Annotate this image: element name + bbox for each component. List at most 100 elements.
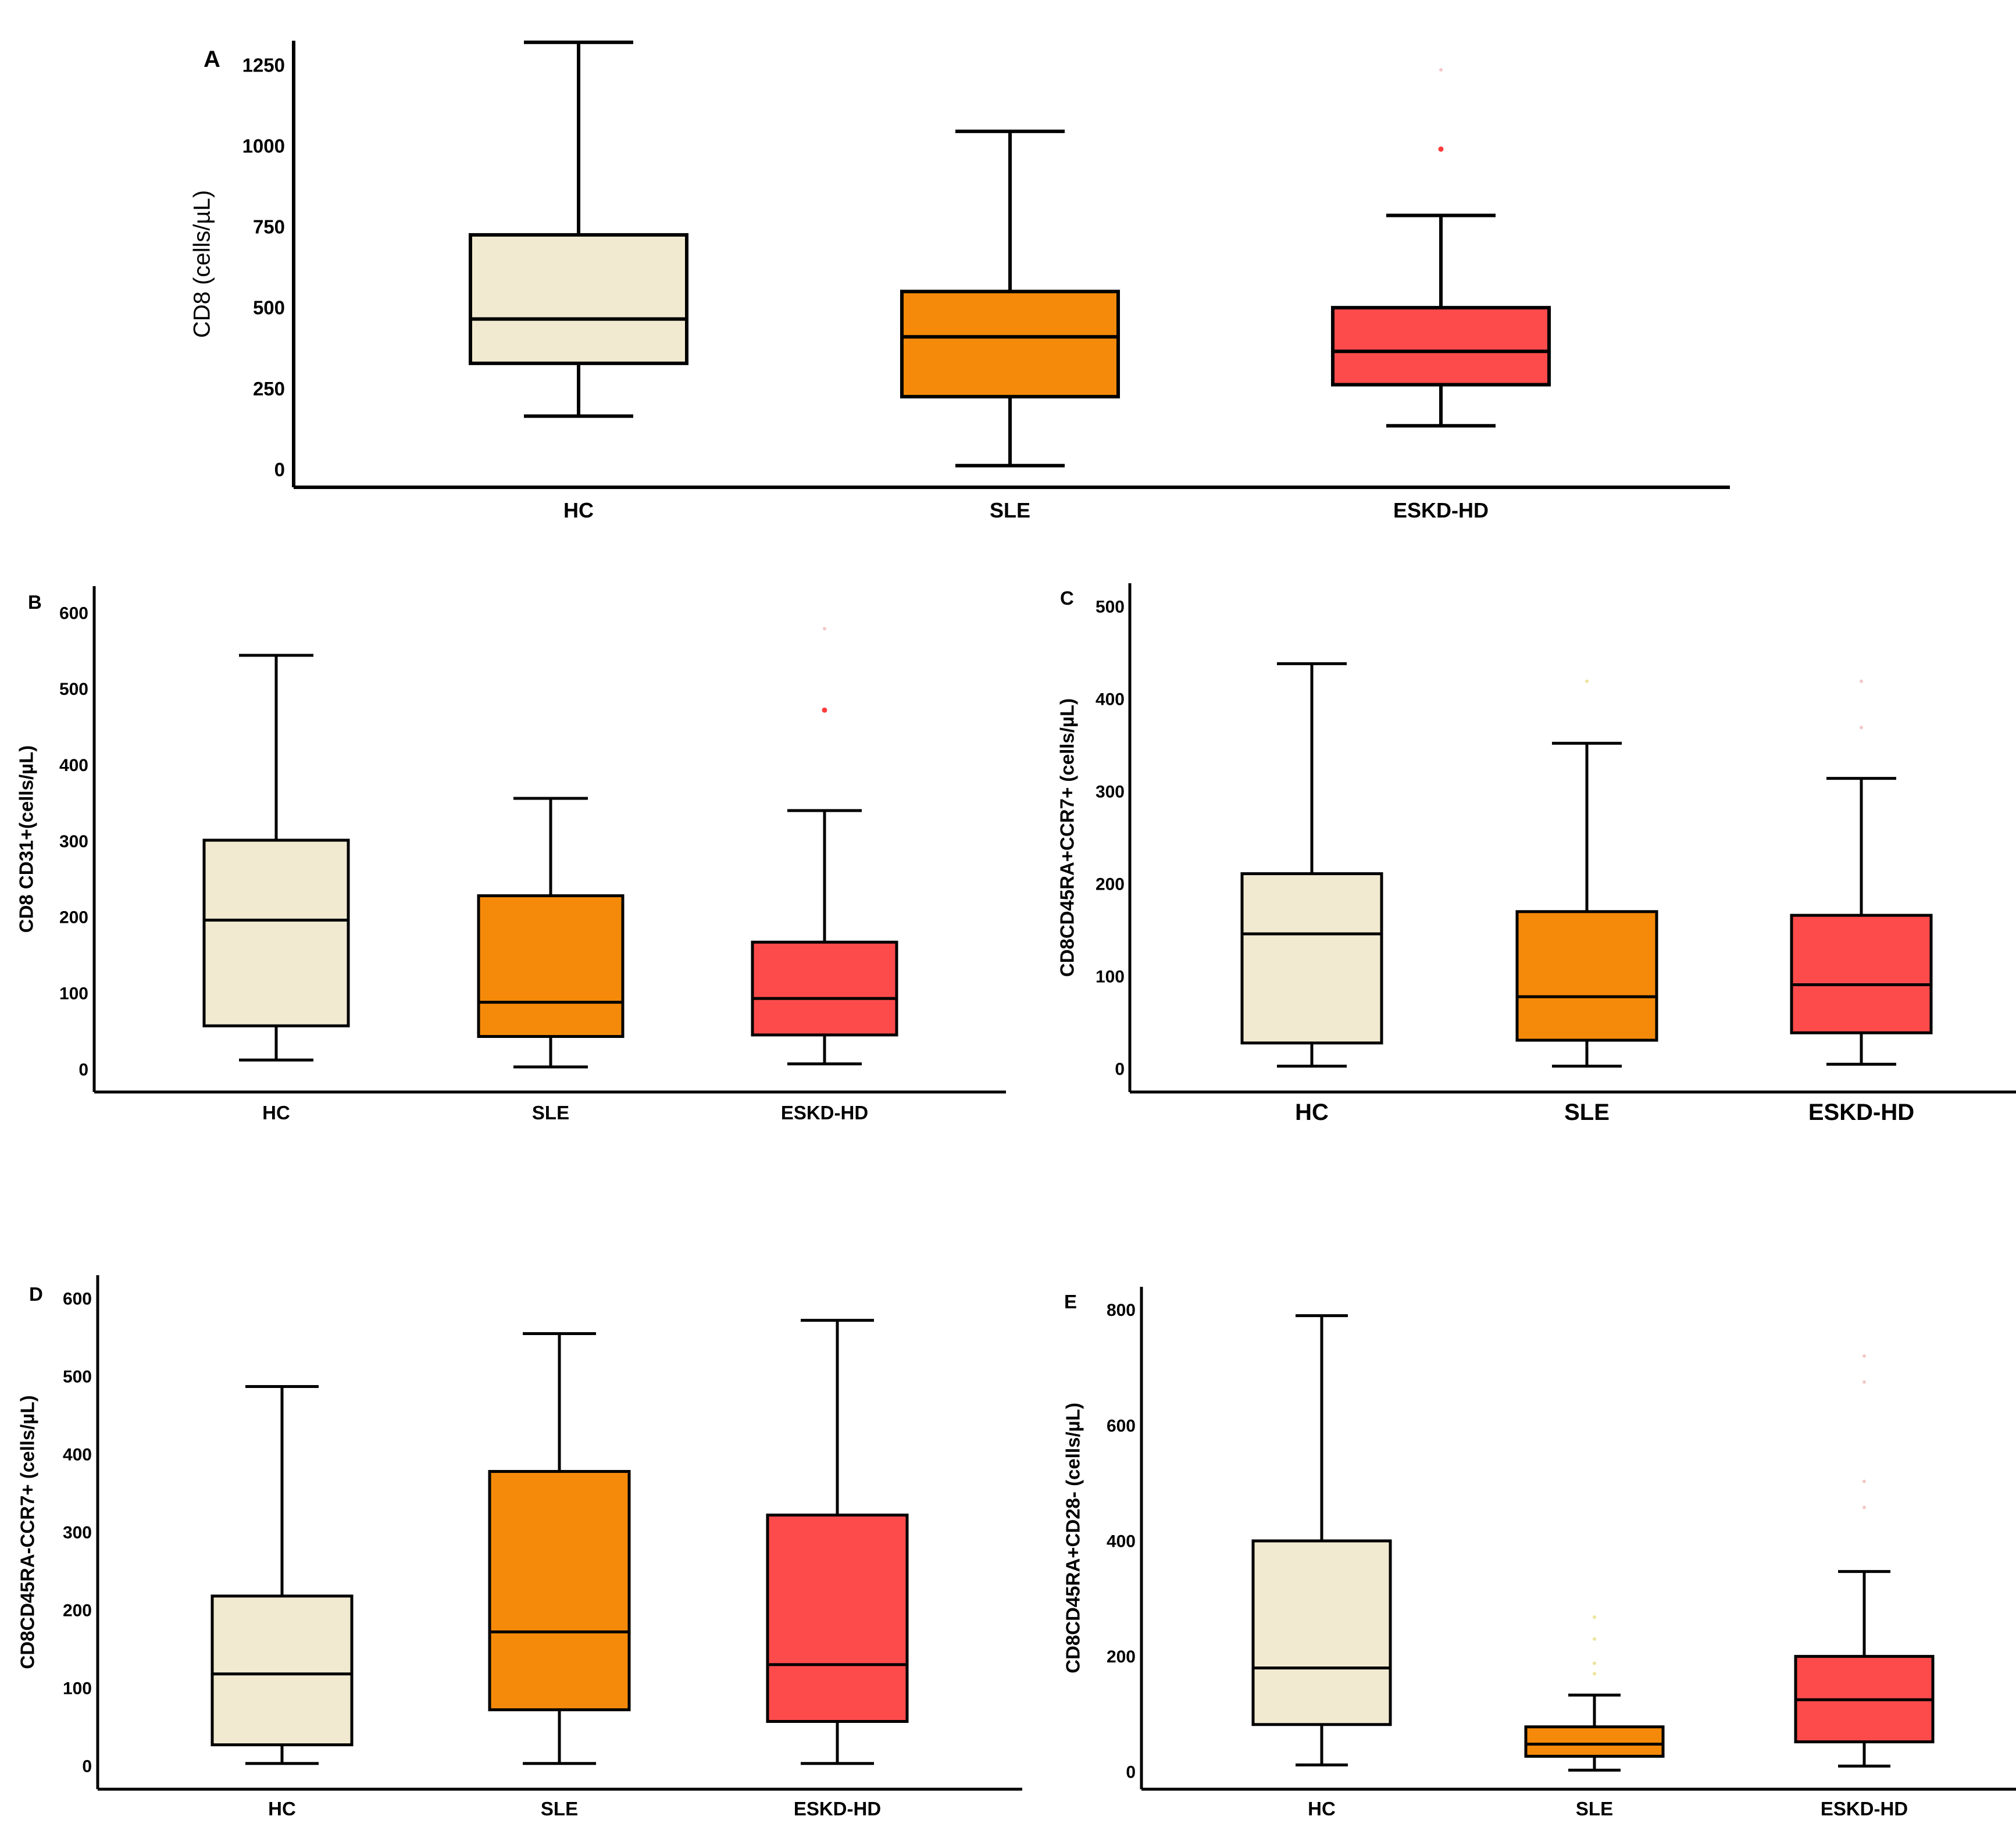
y-tick-label: 600 xyxy=(1107,1416,1136,1436)
iqr-box xyxy=(1240,872,1383,1045)
y-axis-title: CD8CD45RA-CCR7+ (cells/µL) xyxy=(17,1395,38,1669)
box-hc xyxy=(202,654,350,1062)
panel-b: B 0 100 200 300 400 500 600 CD8 CD31+(cells/µL) H… xyxy=(16,586,1006,1123)
box-eskd-hd xyxy=(1790,777,1933,1066)
outlier-point xyxy=(822,707,827,713)
box-sle xyxy=(1515,741,1658,1068)
outlier-point xyxy=(1862,1380,1866,1384)
outlier-point xyxy=(1439,68,1443,72)
x-tick-label: ESKD-HD xyxy=(1808,1100,1914,1125)
y-tick-label: 400 xyxy=(63,1446,92,1465)
box-sle xyxy=(488,1332,631,1765)
y-tick-label: 200 xyxy=(1107,1647,1136,1667)
y-tick-label: 300 xyxy=(63,1523,92,1543)
box-hc xyxy=(1251,1314,1392,1767)
y-tick-label: 600 xyxy=(63,1290,92,1309)
y-tick-label: 500 xyxy=(1096,597,1125,616)
outlier-point xyxy=(1593,1615,1596,1619)
x-tick-label: ESKD-HD xyxy=(1393,498,1489,522)
y-tick-label: 800 xyxy=(1107,1301,1136,1320)
panel-d: D 0 100 200 300 400 500 600 CD8CD45RA-CCR7+ (cel… xyxy=(17,1275,1022,1819)
x-tick-label: ESKD-HD xyxy=(1821,1798,1908,1819)
iqr-box xyxy=(477,894,625,1038)
panel-label: E xyxy=(1064,1291,1077,1312)
outlier-point xyxy=(1860,726,1863,730)
outlier-point xyxy=(1438,146,1444,152)
y-axis-title: CD8CD45RA+CD28- (cells/µL) xyxy=(1062,1403,1084,1673)
y-tick-label: 1250 xyxy=(242,54,285,76)
box-eskd-hd xyxy=(1794,1570,1935,1768)
box-hc xyxy=(1240,662,1383,1068)
panel-e: E 0 200 400 600 800 CD8CD45RA+CD28- (cells/µL)… xyxy=(1062,1287,2016,1819)
box-eskd-hd xyxy=(766,1319,909,1765)
iqr-box xyxy=(202,838,350,1027)
iqr-box xyxy=(1251,1539,1392,1726)
y-tick-label: 100 xyxy=(1096,968,1125,987)
box-sle xyxy=(900,129,1120,468)
y-tick-label: 500 xyxy=(253,297,285,319)
outlier-point xyxy=(1862,1354,1866,1358)
x-tick-label: HC xyxy=(268,1798,296,1819)
y-tick-label: 100 xyxy=(59,984,88,1003)
iqr-box xyxy=(751,940,898,1037)
iqr-box xyxy=(1524,1725,1665,1758)
outlier-point xyxy=(1593,1637,1596,1641)
outlier-point xyxy=(1593,1672,1596,1676)
outlier-point xyxy=(1860,679,1863,683)
y-tick-label: 200 xyxy=(1096,875,1125,894)
y-tick-label: 400 xyxy=(1107,1532,1136,1551)
panel-label: D xyxy=(29,1283,43,1305)
x-tick-label: SLE xyxy=(990,498,1030,522)
y-tick-label: 1000 xyxy=(242,135,285,156)
y-tick-label: 400 xyxy=(1096,690,1125,709)
y-tick-label: 400 xyxy=(59,756,88,775)
iqr-box xyxy=(900,290,1120,399)
iqr-box xyxy=(469,233,688,365)
y-tick-label: 500 xyxy=(59,680,88,699)
x-tick-label: SLE xyxy=(1576,1798,1613,1819)
iqr-box xyxy=(210,1594,354,1747)
y-tick-label: 200 xyxy=(63,1601,92,1620)
y-tick-label: 0 xyxy=(1115,1060,1125,1079)
x-tick-label: SLE xyxy=(1564,1100,1610,1125)
iqr-box xyxy=(1515,910,1658,1042)
box-hc xyxy=(469,40,688,418)
outlier-point xyxy=(1585,679,1589,683)
panel-a: A 0 250 500 750 1000 1250 CD8 (cells/µL) HC SLE ES… xyxy=(190,40,1730,522)
box-eskd-hd xyxy=(751,809,898,1066)
box-sle xyxy=(477,797,625,1069)
outlier-point xyxy=(1862,1505,1866,1510)
outlier-point xyxy=(823,627,826,631)
panel-label: C xyxy=(1060,587,1074,609)
y-tick-label: 500 xyxy=(63,1368,92,1387)
iqr-box xyxy=(1790,914,1933,1034)
x-tick-label: ESKD-HD xyxy=(781,1102,868,1123)
y-axis-title: CD8 (cells/µL) xyxy=(190,190,215,338)
outlier-point xyxy=(1593,1661,1596,1665)
panel-label: B xyxy=(28,591,42,613)
box-sle xyxy=(1524,1693,1665,1772)
box-hc xyxy=(210,1385,354,1765)
y-tick-label: 750 xyxy=(253,216,285,238)
x-tick-label: SLE xyxy=(541,1798,578,1819)
outlier-point xyxy=(1862,1479,1866,1483)
y-tick-label: 600 xyxy=(59,604,88,623)
y-tick-label: 300 xyxy=(1096,782,1125,801)
x-tick-label: SLE xyxy=(532,1102,569,1123)
y-axis-title: CD8 CD31+(cells/µL) xyxy=(16,745,37,933)
y-tick-label: 300 xyxy=(59,832,88,851)
panel-c: C 0 100 200 300 400 500 CD8CD45RA+CCR7+ (cells/… xyxy=(1057,583,2016,1125)
y-tick-label: 250 xyxy=(253,378,285,399)
iqr-box xyxy=(766,1514,909,1723)
x-tick-label: HC xyxy=(262,1102,290,1123)
y-axis-title: CD8CD45RA+CCR7+ (cells/µL) xyxy=(1057,698,1078,977)
x-tick-label: ESKD-HD xyxy=(794,1798,881,1819)
x-tick-label: HC xyxy=(1308,1798,1336,1819)
panel-label: A xyxy=(204,47,220,72)
box-eskd-hd xyxy=(1331,213,1551,428)
y-tick-label: 0 xyxy=(1126,1763,1136,1782)
iqr-box xyxy=(1331,306,1551,387)
x-tick-label: HC xyxy=(1295,1100,1329,1125)
iqr-box xyxy=(488,1470,631,1711)
